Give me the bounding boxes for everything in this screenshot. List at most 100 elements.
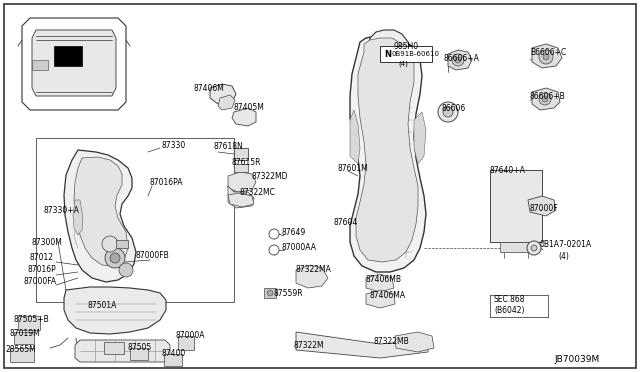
- Polygon shape: [64, 150, 136, 282]
- Polygon shape: [75, 340, 170, 362]
- Circle shape: [269, 245, 279, 255]
- Text: 87601M: 87601M: [338, 164, 369, 173]
- Polygon shape: [528, 196, 556, 216]
- Text: 87501A: 87501A: [88, 301, 117, 311]
- Text: (4): (4): [398, 61, 408, 67]
- Polygon shape: [32, 30, 116, 96]
- Circle shape: [102, 236, 118, 252]
- Text: 87649: 87649: [282, 228, 307, 237]
- Text: 87640+A: 87640+A: [490, 166, 526, 174]
- Text: 87019M: 87019M: [10, 330, 41, 339]
- Circle shape: [443, 107, 453, 117]
- Polygon shape: [368, 30, 410, 52]
- Text: 87012: 87012: [30, 253, 54, 263]
- Text: 985H0: 985H0: [394, 42, 419, 51]
- Bar: [164, 354, 182, 366]
- Text: 87618N: 87618N: [214, 141, 244, 151]
- Text: 87405M: 87405M: [234, 103, 265, 112]
- Text: 87559R: 87559R: [274, 289, 303, 298]
- Text: N: N: [384, 49, 391, 58]
- Polygon shape: [366, 290, 395, 308]
- Text: 87604: 87604: [334, 218, 358, 227]
- Text: 87322MA: 87322MA: [296, 266, 332, 275]
- Bar: [234, 148, 248, 160]
- Circle shape: [105, 248, 125, 268]
- Circle shape: [531, 245, 537, 251]
- Circle shape: [539, 93, 551, 105]
- Circle shape: [438, 102, 458, 122]
- Bar: [36, 138, 234, 302]
- Bar: [178, 336, 194, 350]
- Text: 87330+A: 87330+A: [44, 205, 80, 215]
- Text: 87505+B: 87505+B: [14, 315, 50, 324]
- Bar: [490, 170, 542, 242]
- Text: 87000FA: 87000FA: [24, 278, 57, 286]
- Bar: [32, 60, 48, 70]
- Polygon shape: [232, 108, 256, 126]
- Polygon shape: [64, 287, 166, 334]
- Polygon shape: [228, 186, 254, 208]
- Circle shape: [542, 96, 548, 102]
- Text: 87615R: 87615R: [232, 157, 262, 167]
- Bar: [54, 46, 82, 66]
- Circle shape: [543, 54, 549, 60]
- Polygon shape: [296, 265, 328, 288]
- Bar: [234, 164, 248, 172]
- Text: 87322MD: 87322MD: [252, 171, 289, 180]
- Bar: [130, 348, 148, 360]
- Bar: [264, 288, 276, 298]
- Bar: [18, 316, 40, 330]
- Circle shape: [119, 263, 133, 277]
- Polygon shape: [218, 95, 235, 110]
- Text: 87000F: 87000F: [530, 203, 559, 212]
- Text: 87322M: 87322M: [294, 341, 324, 350]
- Bar: [14, 332, 34, 344]
- Text: 87400: 87400: [162, 350, 186, 359]
- Circle shape: [110, 253, 120, 263]
- Polygon shape: [74, 157, 128, 266]
- Text: 87505: 87505: [128, 343, 152, 353]
- Text: 87330: 87330: [162, 141, 186, 150]
- Text: 87000AA: 87000AA: [282, 243, 317, 251]
- Polygon shape: [296, 332, 428, 358]
- Text: 28565M: 28565M: [6, 346, 36, 355]
- Circle shape: [539, 50, 553, 64]
- Polygon shape: [395, 332, 434, 352]
- Polygon shape: [22, 18, 126, 110]
- Text: JB70039M: JB70039M: [554, 356, 599, 365]
- Polygon shape: [210, 84, 236, 104]
- Bar: [116, 240, 128, 248]
- Circle shape: [267, 290, 273, 296]
- Text: 86606: 86606: [442, 103, 467, 112]
- Text: 87000FB: 87000FB: [135, 251, 169, 260]
- Polygon shape: [350, 36, 426, 272]
- Polygon shape: [532, 44, 562, 68]
- Polygon shape: [228, 172, 256, 192]
- Bar: [380, 46, 432, 62]
- Text: 86606+B: 86606+B: [530, 92, 566, 100]
- Polygon shape: [414, 112, 426, 164]
- Text: (4): (4): [558, 251, 569, 260]
- Text: 86606+A: 86606+A: [444, 54, 480, 62]
- Text: 87300M: 87300M: [32, 237, 63, 247]
- Circle shape: [452, 54, 464, 66]
- Text: 87406M: 87406M: [194, 83, 225, 93]
- Bar: [500, 242, 532, 252]
- Polygon shape: [532, 88, 560, 110]
- Text: (B6042): (B6042): [494, 305, 525, 314]
- Text: 0B1A7-0201A: 0B1A7-0201A: [540, 240, 592, 248]
- Text: 87322MC: 87322MC: [240, 187, 276, 196]
- Text: 87406MB: 87406MB: [366, 276, 402, 285]
- Text: 87406MA: 87406MA: [370, 292, 406, 301]
- Circle shape: [269, 229, 279, 239]
- Circle shape: [527, 241, 541, 255]
- Polygon shape: [448, 50, 472, 70]
- Bar: [104, 342, 124, 354]
- Polygon shape: [350, 110, 360, 164]
- Text: 87016PA: 87016PA: [150, 177, 184, 186]
- Polygon shape: [366, 274, 394, 292]
- Polygon shape: [73, 200, 83, 235]
- Bar: [10, 348, 34, 362]
- Text: 87000A: 87000A: [176, 331, 205, 340]
- Polygon shape: [228, 193, 254, 207]
